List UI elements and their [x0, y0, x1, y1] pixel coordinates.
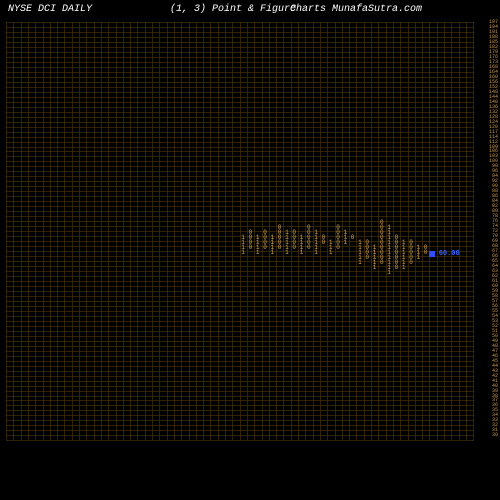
pnf-x: 1 — [298, 235, 305, 240]
pnf-o: 0 — [262, 230, 269, 235]
pnf-o: 0 — [247, 230, 254, 235]
pnf-x: 1 — [269, 235, 276, 240]
y-tick-label: 30 — [474, 433, 498, 438]
pnf-x: 1 — [371, 245, 378, 250]
ticker-title: NYSE DCI DAILY — [8, 4, 92, 15]
pnf-x: 1 — [415, 245, 422, 250]
pnf-o: 0 — [320, 235, 327, 240]
pnf-o: 0 — [291, 230, 298, 235]
point-figure-chart: 1111000011110000111100000111110000111100… — [6, 22, 474, 440]
pnf-x: 1 — [240, 235, 247, 240]
last-price-label: 60.00 — [439, 250, 460, 258]
chart-header: NYSE DCI DAILY (1, 3) Point & Figure Cha… — [0, 4, 500, 20]
pnf-x: 1 — [400, 240, 407, 245]
pnf-o: 0 — [422, 245, 429, 250]
pnf-o: 0 — [276, 225, 283, 230]
pnf-o: 0 — [305, 225, 312, 230]
pnf-o: 0 — [408, 240, 415, 245]
y-axis: 1971941911881851821791761731681641601561… — [474, 22, 498, 440]
pnf-o: 0 — [364, 240, 371, 245]
pnf-o: 0 — [378, 220, 385, 225]
pnf-o: 0 — [349, 235, 356, 240]
chart-config: (1, 3) Point & Figure — [170, 4, 296, 15]
pnf-columns-layer: 1111000011110000111100000111110000111100… — [6, 22, 474, 440]
pnf-x: 1 — [342, 230, 349, 235]
pnf-o: 0 — [393, 235, 400, 240]
source-watermark: Charts MunafaSutra.com — [290, 4, 422, 15]
pnf-x: 1 — [313, 230, 320, 235]
pnf-x: 1 — [283, 230, 290, 235]
pnf-x: 1 — [356, 240, 363, 245]
pnf-x: 1 — [254, 235, 261, 240]
last-price-marker — [429, 251, 435, 257]
pnf-x: 1 — [327, 240, 334, 245]
pnf-x: 1 — [386, 225, 393, 230]
pnf-o: 0 — [335, 225, 342, 230]
